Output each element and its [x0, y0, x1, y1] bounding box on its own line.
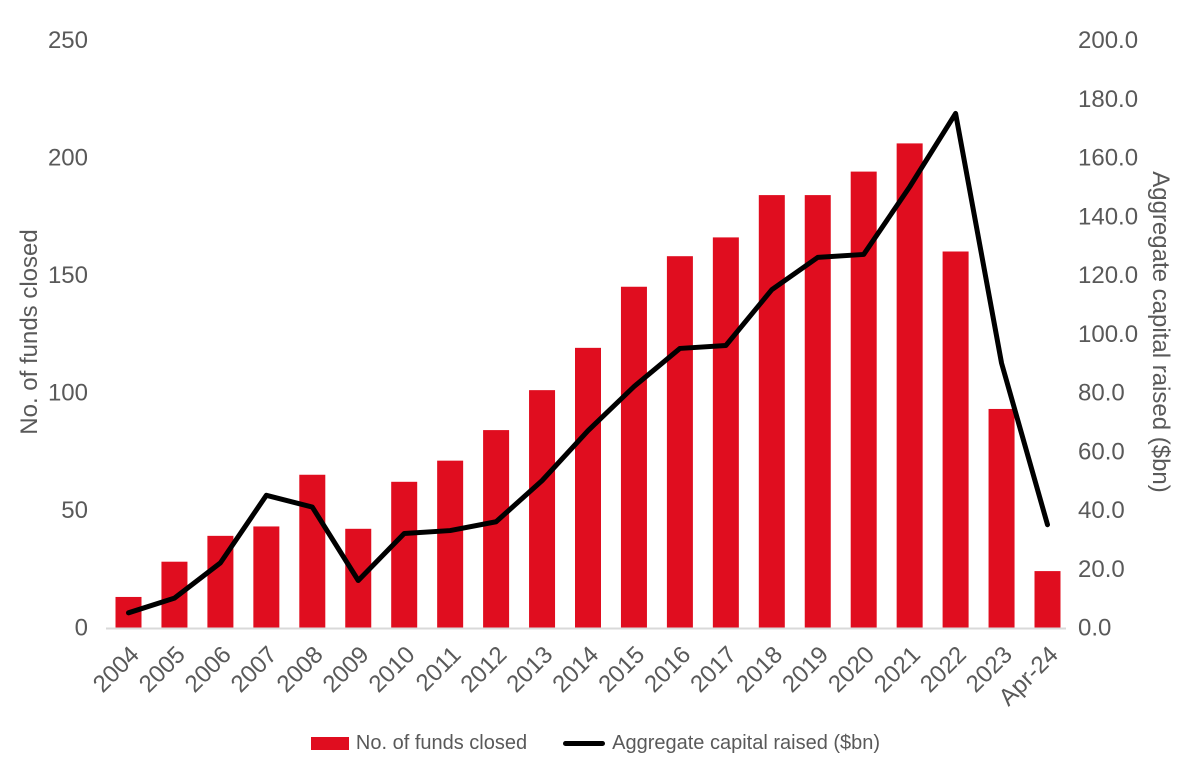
right-axis-tick-140.0: 140.0 — [1078, 203, 1138, 230]
bar-2012 — [483, 430, 510, 628]
x-tick-label-2021: 2021 — [869, 641, 926, 698]
x-tick-label-2018: 2018 — [731, 641, 788, 698]
right-axis-tick-180.0: 180.0 — [1078, 86, 1138, 113]
right-axis-title: Aggregate capital raised ($bn) — [1147, 171, 1174, 493]
x-tick-label-2019: 2019 — [777, 641, 834, 698]
right-axis-tick-200.0: 200.0 — [1078, 27, 1138, 54]
bar-2013 — [529, 390, 556, 628]
chart-plot: 0 50 100 150 200 250 0.0 20.0 40.0 60.0 80.0 100.0 1… — [48, 27, 1138, 711]
x-tick-label-2016: 2016 — [639, 641, 696, 698]
legend-label-funds-closed: No. of funds closed — [355, 732, 528, 754]
left-axis-tick-50: 50 — [61, 497, 88, 524]
legend-label-capital-raised: Aggregate capital raised ($bn) — [612, 732, 881, 754]
bar-2016 — [666, 256, 693, 628]
bar-2014 — [575, 347, 601, 628]
x-tick-label-2012: 2012 — [455, 641, 512, 698]
right-axis-tick-160.0: 160.0 — [1078, 145, 1138, 172]
legend-item-capital-raised: Aggregate capital raised ($bn) — [563, 732, 880, 755]
capital-raised-line — [126, 110, 1050, 616]
x-tick-label-2008: 2008 — [272, 641, 329, 698]
legend-swatch-bar — [310, 737, 349, 750]
legend-swatch-line — [563, 741, 606, 746]
bar-2020 — [850, 171, 877, 628]
x-tick-label-2011: 2011 — [411, 641, 467, 697]
legend-item-funds-closed: No. of funds closed — [310, 732, 528, 755]
x-tick-label-2022: 2022 — [915, 641, 972, 698]
bar-2008 — [299, 474, 326, 628]
left-axis-tick-100: 100 — [48, 380, 88, 407]
left-axis-tick-250: 250 — [48, 27, 88, 54]
bar-2015 — [620, 286, 647, 628]
right-axis-tick-20.0: 20.0 — [1078, 556, 1125, 583]
x-tick-label-2013: 2013 — [501, 641, 558, 698]
left-axis-tick-0: 0 — [75, 615, 88, 642]
right-axis-tick-60.0: 60.0 — [1078, 438, 1125, 465]
x-tick-label-2017: 2017 — [685, 641, 742, 698]
x-tick-label-2006: 2006 — [180, 641, 237, 698]
bar-2023 — [988, 408, 1015, 628]
bar-2011 — [437, 460, 464, 628]
x-tick-label-2005: 2005 — [134, 641, 191, 698]
legend: No. of funds closed Aggregate capital ra… — [0, 732, 1191, 755]
x-tick-label-2014: 2014 — [547, 641, 604, 698]
x-tick-label-2007: 2007 — [226, 641, 283, 698]
x-tick-label-2010: 2010 — [364, 641, 421, 698]
bar-2022 — [942, 251, 969, 628]
x-tick-label-2020: 2020 — [823, 641, 880, 698]
x-tick-label-2009: 2009 — [318, 641, 375, 698]
right-axis-tick-100.0: 100.0 — [1078, 321, 1138, 348]
right-axis-tick-80.0: 80.0 — [1078, 380, 1125, 407]
bar-2019 — [804, 195, 831, 628]
left-axis-tick-150: 150 — [48, 262, 88, 289]
left-axis-tick-200: 200 — [48, 145, 88, 172]
right-axis-tick-40.0: 40.0 — [1078, 497, 1125, 524]
bar-Apr-24 — [1034, 571, 1061, 628]
bar-2017 — [712, 237, 739, 628]
bar-2007 — [253, 526, 280, 628]
bar-2005 — [161, 561, 188, 628]
x-tick-label-2004: 2004 — [88, 641, 145, 698]
bar-2021 — [896, 143, 923, 628]
bar-2018 — [758, 195, 785, 628]
x-tick-label-2015: 2015 — [593, 641, 650, 698]
right-axis-tick-120.0: 120.0 — [1078, 262, 1138, 289]
right-axis-tick-0.0: 0.0 — [1078, 615, 1111, 642]
bar-2010 — [391, 481, 418, 628]
